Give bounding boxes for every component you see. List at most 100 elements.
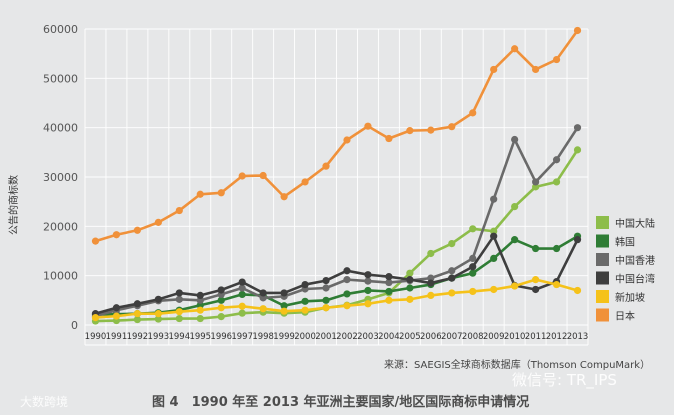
- data-point: [238, 278, 246, 286]
- data-point: [280, 193, 288, 201]
- legend-swatch: [596, 253, 609, 266]
- series-lines: [91, 26, 582, 325]
- figure-caption: 图 4 1990 年至 2013 年亚洲主要国家/地区国际商标申请情况: [152, 394, 529, 410]
- series-group: [91, 276, 582, 322]
- series-group: [91, 232, 582, 318]
- legend-swatch: [596, 271, 609, 285]
- data-point: [301, 280, 309, 289]
- data-point: [573, 124, 582, 132]
- y-tick-label: 30000: [43, 171, 78, 184]
- data-point: [532, 65, 540, 74]
- data-point: [238, 172, 246, 180]
- legend-label: 韩国: [615, 236, 635, 249]
- y-axis-ticks: 0 10000 20000 30000 40000 50000 60000: [43, 23, 78, 332]
- data-point: [154, 218, 162, 226]
- data-point: [343, 136, 351, 144]
- data-point: [343, 276, 351, 284]
- x-tick-label: 2010: [504, 332, 526, 342]
- data-point: [532, 276, 540, 284]
- data-point: [406, 276, 414, 284]
- data-point: [322, 296, 330, 304]
- data-point: [385, 134, 393, 143]
- data-point: [196, 314, 204, 323]
- data-point: [343, 267, 351, 275]
- data-point: [112, 231, 121, 239]
- x-tick-label: 2000: [294, 332, 316, 342]
- x-tick-label: 1990: [85, 332, 107, 342]
- data-point: [490, 195, 498, 203]
- y-tick-label: 20000: [43, 220, 78, 233]
- series-group: [91, 232, 582, 319]
- x-tick-label: 1993: [148, 332, 170, 342]
- x-tick-label: 1998: [252, 332, 274, 342]
- data-point: [427, 126, 435, 134]
- legend-label: 新加坡: [615, 291, 645, 304]
- data-point: [511, 236, 519, 244]
- legend-label: 中国台湾: [615, 273, 655, 286]
- x-tick-label: 1997: [231, 332, 253, 342]
- data-point: [196, 190, 204, 198]
- data-point: [322, 304, 330, 312]
- data-point: [573, 146, 582, 154]
- legend-swatch: [596, 216, 609, 229]
- data-point: [322, 162, 330, 170]
- data-point: [511, 203, 519, 211]
- x-tick-label: 1991: [106, 332, 128, 342]
- data-point: [280, 302, 288, 310]
- data-point: [133, 226, 141, 234]
- x-tick-label: 2001: [315, 332, 337, 342]
- data-point: [322, 277, 330, 285]
- data-point: [490, 65, 498, 74]
- data-point: [469, 254, 477, 262]
- data-point: [448, 240, 456, 248]
- data-point: [133, 300, 141, 308]
- legend-swatch: [596, 234, 609, 248]
- data-point: [259, 289, 267, 297]
- x-tick-label: 1996: [210, 332, 232, 342]
- x-tick-label: 2008: [462, 332, 484, 342]
- data-point: [406, 127, 414, 135]
- y-tick-label: 50000: [43, 72, 78, 85]
- data-point: [175, 206, 183, 215]
- legend-label: 中国香港: [615, 254, 655, 267]
- data-point: [469, 225, 477, 233]
- data-point: [259, 294, 267, 302]
- x-tick-label: 2004: [378, 332, 400, 342]
- x-tick-label: 1992: [127, 332, 149, 342]
- data-point: [217, 304, 225, 312]
- y-tick-label: 40000: [43, 122, 78, 135]
- data-point: [490, 285, 498, 294]
- y-tick-label: 60000: [43, 23, 78, 36]
- data-point: [448, 267, 456, 275]
- data-point: [343, 302, 351, 310]
- x-tick-label: 2002: [336, 332, 358, 342]
- data-point: [133, 310, 141, 318]
- data-point: [427, 279, 435, 287]
- legend-label: 日本: [615, 310, 635, 323]
- x-tick-label: 1999: [273, 332, 295, 342]
- y-tick-label: 10000: [43, 270, 78, 283]
- data-point: [259, 171, 267, 180]
- data-point: [406, 284, 414, 292]
- x-tick-label: 2009: [483, 332, 505, 342]
- x-tick-label: 2013: [567, 332, 589, 342]
- data-point: [511, 282, 519, 290]
- data-point: [175, 295, 183, 303]
- series-line: [95, 29, 579, 243]
- data-point: [91, 237, 100, 245]
- watermark-left: 大数跨境: [20, 394, 68, 409]
- data-point: [154, 295, 162, 303]
- data-point: [301, 306, 309, 314]
- data-point: [175, 314, 183, 323]
- x-tick-label: 2003: [357, 332, 379, 342]
- data-point: [154, 315, 162, 323]
- data-point: [448, 289, 456, 297]
- legend-label: 中国大陆: [615, 217, 655, 230]
- data-point: [343, 290, 351, 298]
- x-tick-label: 2007: [441, 332, 463, 342]
- data-point: [552, 156, 561, 164]
- data-point: [573, 26, 582, 35]
- x-tick-label: 2012: [546, 332, 568, 342]
